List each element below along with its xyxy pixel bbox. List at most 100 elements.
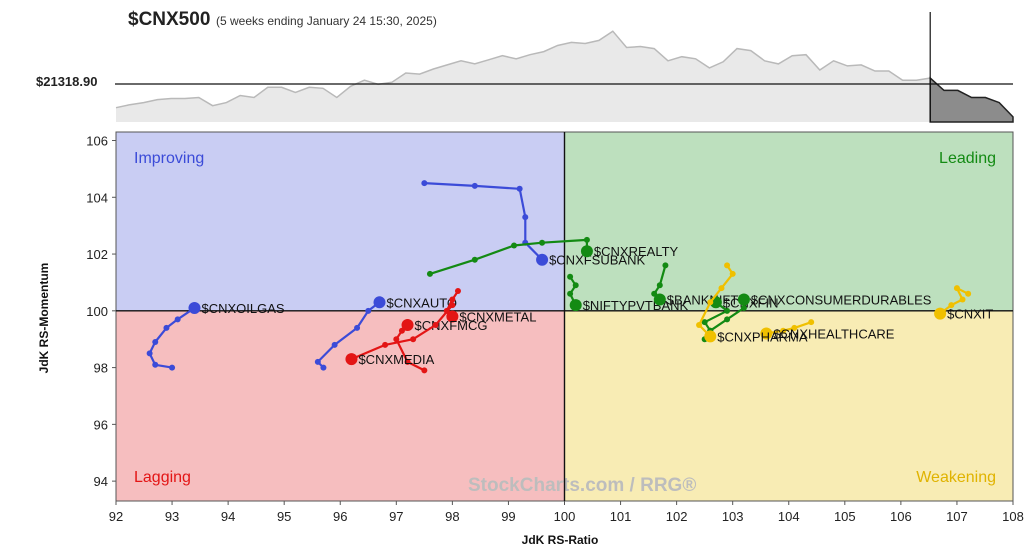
series-label: $CNXAUTO bbox=[386, 295, 457, 310]
trail-point bbox=[724, 307, 731, 314]
trail-cnxauto: $CNXAUTO bbox=[314, 295, 457, 371]
trail-point bbox=[965, 290, 972, 297]
trail-point bbox=[449, 296, 456, 303]
trail-point bbox=[421, 367, 428, 374]
trail-head-point bbox=[580, 245, 593, 258]
x-tick-label: 108 bbox=[1002, 509, 1024, 524]
x-tick-label: 92 bbox=[109, 509, 123, 524]
trail-head-point bbox=[536, 253, 549, 266]
trail-point bbox=[948, 302, 955, 309]
trail-point bbox=[471, 182, 478, 189]
trail-point bbox=[410, 336, 417, 343]
trail-point bbox=[152, 339, 159, 346]
x-tick-label: 96 bbox=[333, 509, 347, 524]
y-tick-label: 106 bbox=[86, 134, 108, 149]
series-label: $BANKNIFTY bbox=[667, 292, 748, 307]
x-tick-label: 106 bbox=[890, 509, 912, 524]
quadrant-label-leading: Leading bbox=[939, 150, 996, 167]
trail-point bbox=[432, 322, 439, 329]
series-label: $CNXPHARMA bbox=[717, 329, 808, 344]
series-label: $CNXMEDIA bbox=[358, 352, 434, 367]
trail-point bbox=[539, 239, 546, 246]
trail-line bbox=[424, 182, 543, 261]
series-label: $CNXREALTY bbox=[594, 244, 679, 259]
trail-head-point bbox=[704, 330, 717, 343]
x-tick-label: 101 bbox=[610, 509, 632, 524]
benchmark-subtitle: (5 weeks ending January 24 15:30, 2025) bbox=[216, 14, 437, 28]
trail-point bbox=[567, 273, 574, 280]
trail-point bbox=[449, 302, 456, 309]
trail-point bbox=[959, 296, 966, 303]
trail-cnxit: $CNXIT bbox=[934, 285, 993, 322]
y-axis-title: JdK RS-Momentum bbox=[37, 263, 51, 374]
trail-point bbox=[471, 256, 478, 263]
trail-point bbox=[572, 282, 579, 289]
sparkline-current-week bbox=[929, 76, 1014, 123]
rrg-trails: $CNXOILGAS$CNXFSUBANK$CNXAUTO$CNXMETAL$C… bbox=[146, 180, 993, 374]
trail-point bbox=[393, 336, 400, 343]
trail-head-point bbox=[345, 353, 358, 366]
series-label: $CNXCONSUMERDURABLES bbox=[751, 292, 932, 307]
trail-point bbox=[724, 316, 731, 323]
series-label: $CNXFIN bbox=[723, 295, 779, 310]
trail-cnxfmcg: $CNXFMCG bbox=[393, 318, 488, 374]
trail-line bbox=[766, 321, 812, 335]
trail-point bbox=[169, 364, 176, 371]
trail-cnxmedia: $CNXMEDIA bbox=[345, 302, 456, 367]
trail-head-point bbox=[446, 310, 459, 323]
trail-cnxrealty: $CNXREALTY bbox=[426, 236, 679, 277]
y-tick-label: 104 bbox=[86, 190, 108, 205]
watermark: StockCharts.com / RRG® bbox=[468, 475, 696, 496]
trail-head-point bbox=[934, 307, 947, 320]
trail-banknifty: $BANKNIFTY bbox=[651, 262, 747, 307]
x-tick-label: 94 bbox=[221, 509, 235, 524]
trail-point bbox=[583, 236, 590, 243]
lagging-quadrant bbox=[116, 310, 565, 501]
quadrant-backgrounds: Improving Leading Lagging Weakening bbox=[116, 132, 1013, 501]
benchmark-sparkline-panel bbox=[115, 12, 1014, 123]
trail-point bbox=[953, 285, 960, 292]
x-tick-label: 103 bbox=[722, 509, 744, 524]
trail-head-point bbox=[188, 301, 201, 314]
trail-line bbox=[568, 276, 577, 306]
trail-point bbox=[174, 316, 181, 323]
trail-point bbox=[791, 324, 798, 331]
trail-head-point bbox=[653, 293, 666, 306]
trail-point bbox=[314, 358, 321, 365]
series-label: $CNXFMCG bbox=[415, 318, 488, 333]
trail-point bbox=[707, 299, 714, 306]
series-label: $CNXHEALTHCARE bbox=[773, 327, 894, 342]
trail-point bbox=[808, 319, 815, 326]
trail-point bbox=[696, 322, 703, 329]
trail-point bbox=[724, 262, 731, 269]
trail-head-point bbox=[373, 296, 386, 309]
trail-point bbox=[522, 214, 529, 221]
x-tick-label: 105 bbox=[834, 509, 856, 524]
trail-point bbox=[718, 285, 725, 292]
trail-point bbox=[511, 242, 518, 249]
trail-head-point bbox=[737, 293, 750, 306]
x-tick-label: 100 bbox=[554, 509, 576, 524]
trail-point bbox=[656, 282, 663, 289]
y-tick-label: 100 bbox=[86, 304, 108, 319]
x-tick-label: 98 bbox=[445, 509, 459, 524]
axes: 94 96 98 100 102 104 106 92 93 94 95 96 97 98 99 100 101… bbox=[86, 131, 1024, 524]
trail-point bbox=[516, 185, 523, 192]
improving-quadrant bbox=[116, 132, 565, 311]
trail-head-point bbox=[569, 299, 582, 312]
y-tick-label: 96 bbox=[94, 417, 108, 432]
benchmark-symbol: $CNX500 bbox=[128, 9, 211, 30]
benchmark-price-label: $21318.90 bbox=[36, 74, 98, 89]
leading-quadrant bbox=[564, 132, 1013, 311]
trail-point bbox=[382, 341, 389, 348]
trail-point bbox=[729, 270, 736, 277]
quadrant-label-improving: Improving bbox=[134, 150, 204, 167]
trail-point bbox=[426, 270, 433, 277]
sparkline-line bbox=[115, 30, 1014, 118]
trail-point bbox=[454, 287, 461, 294]
sparkline-area bbox=[116, 31, 1013, 123]
x-tick-label: 97 bbox=[389, 509, 403, 524]
x-axis-title: JdK RS-Ratio bbox=[522, 533, 599, 546]
x-tick-label: 95 bbox=[277, 509, 291, 524]
